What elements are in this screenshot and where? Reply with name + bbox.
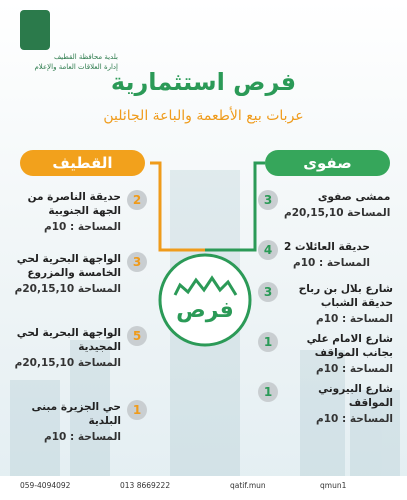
- location-name: حي الجزيرة مبنى البلدية: [31, 401, 121, 427]
- item-text: شارع البيروني المواقف المساحة : 10م: [284, 382, 393, 425]
- location-item: 5 الواجهة البحرية لحي المجيدية المساحة 20,…: [12, 326, 147, 369]
- count-badge: 3: [258, 282, 278, 302]
- item-text: ممشى صفوى المساحة 20,15,10م: [284, 190, 390, 219]
- location-item: 3 ممشى صفوى المساحة 20,15,10م: [258, 190, 393, 219]
- count-badge: 5: [127, 326, 147, 346]
- area: المساحة : 10م: [44, 431, 121, 443]
- org-line: بلدية محافظة القطيف: [53, 53, 118, 61]
- item-text: حديقة الناصرة من الجهة الجنوبية المساحة :…: [12, 190, 121, 233]
- count-badge: 1: [258, 332, 278, 352]
- phone: 013 8669222: [120, 481, 171, 490]
- left-heading: القطيف: [20, 150, 145, 176]
- location-name: شارع الامام علي بجانب المواقف: [306, 333, 393, 359]
- location-name: شارع البيروني المواقف: [318, 383, 393, 409]
- location-item: 1 شارع الامام علي بجانب المواقف المساحة : …: [258, 332, 393, 375]
- location-item: 2 حديقة الناصرة من الجهة الجنوبية المساحة …: [12, 190, 147, 233]
- social: qmun1: [320, 481, 347, 490]
- area: المساحة 20,15,10م: [14, 357, 121, 369]
- website: qatif.mun: [230, 481, 266, 490]
- item-text: حديقة العائلات 2 المساحة : 10م: [284, 240, 370, 269]
- org-line: إدارة العلاقات العامة والإعلام: [34, 63, 118, 71]
- org-name: بلدية محافظة القطيف إدارة العلاقات العامة…: [8, 52, 118, 72]
- count-badge: 1: [258, 382, 278, 402]
- phone: 059-4094092: [20, 481, 71, 490]
- area: المساحة : 10م: [316, 413, 393, 425]
- area: المساحة : 10م: [293, 257, 371, 269]
- count-badge: 1: [127, 400, 147, 420]
- area: المساحة : 10م: [316, 363, 393, 375]
- area: المساحة 20,15,10م: [284, 207, 391, 219]
- count-badge: 3: [258, 190, 278, 210]
- center-logo: [158, 253, 252, 347]
- right-heading: صفوى: [265, 150, 390, 176]
- location-item: 1 شارع البيروني المواقف المساحة : 10م: [258, 382, 393, 425]
- location-item: 3 شارع بلال بن رباح حديقة الشباب المساحة :…: [258, 282, 393, 325]
- subtitle: عربات بيع الأطعمة والباعة الجائلين: [103, 108, 304, 124]
- title: فرص استثمارية: [110, 68, 297, 96]
- count-badge: 3: [127, 252, 147, 272]
- location-name: شارع بلال بن رباح حديقة الشباب: [298, 283, 393, 309]
- location-name: حديقة العائلات 2: [284, 241, 371, 253]
- item-text: الواجهة البحرية لحي الخامسة والمزروع المس…: [12, 252, 121, 295]
- logo-text: فرص: [176, 298, 234, 323]
- location-name: حديقة الناصرة من الجهة الجنوبية: [27, 191, 121, 217]
- location-name: الواجهة البحرية لحي الخامسة والمزروع: [16, 253, 121, 279]
- count-badge: 2: [127, 190, 147, 210]
- location-name: الواجهة البحرية لحي المجيدية: [16, 327, 121, 353]
- logo-emblem: [20, 10, 50, 50]
- area: المساحة : 10م: [316, 313, 393, 325]
- location-name: ممشى صفوى: [317, 191, 391, 203]
- location-item: 1 حي الجزيرة مبنى البلدية المساحة : 10م: [12, 400, 147, 443]
- location-item: 3 الواجهة البحرية لحي الخامسة والمزروع الم…: [12, 252, 147, 295]
- item-text: شارع الامام علي بجانب المواقف المساحة : 1…: [284, 332, 393, 375]
- item-text: الواجهة البحرية لحي المجيدية المساحة 20,1…: [12, 326, 121, 369]
- count-badge: 4: [258, 240, 278, 260]
- item-text: شارع بلال بن رباح حديقة الشباب المساحة : …: [284, 282, 393, 325]
- location-item: 4 حديقة العائلات 2 المساحة : 10م: [258, 240, 393, 269]
- item-text: حي الجزيرة مبنى البلدية المساحة : 10م: [12, 400, 121, 443]
- area: المساحة : 10م: [44, 221, 121, 233]
- area: المساحة 20,15,10م: [14, 283, 121, 295]
